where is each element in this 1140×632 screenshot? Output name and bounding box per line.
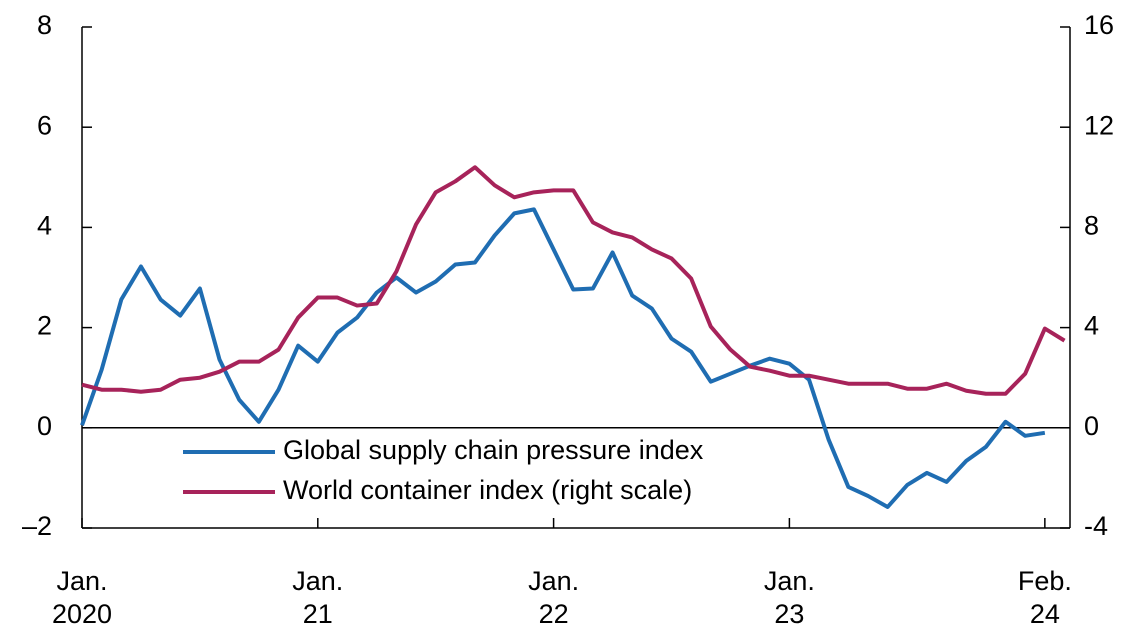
y2-tick-label: -4 bbox=[1084, 511, 1108, 541]
y-tick-label: 6 bbox=[37, 110, 52, 140]
series-line bbox=[81, 165, 1066, 396]
x-tick-label: Jan. bbox=[56, 566, 107, 596]
x-tick-label: Jan. bbox=[292, 566, 343, 596]
legend-label: Global supply chain pressure index bbox=[283, 435, 704, 465]
x-tick-label: Feb. bbox=[1018, 566, 1072, 596]
x-tick-label: 22 bbox=[539, 599, 569, 629]
y2-tick-label: 12 bbox=[1084, 110, 1114, 140]
y-tick-label: 0 bbox=[37, 411, 52, 441]
x-tick-label: 23 bbox=[774, 599, 804, 629]
y2-tick-label: 8 bbox=[1084, 211, 1099, 241]
series-line bbox=[80, 207, 1046, 509]
x-tick-label: 21 bbox=[303, 599, 333, 629]
y2-tick-label: 16 bbox=[1084, 10, 1114, 40]
y2-tick-label: 0 bbox=[1084, 411, 1099, 441]
x-tick-label: 2020 bbox=[52, 599, 112, 629]
x-tick-label: Jan. bbox=[764, 566, 815, 596]
y2-tick-label: 4 bbox=[1084, 311, 1099, 341]
legend-label: World container index (right scale) bbox=[283, 475, 692, 505]
x-tick-label: 24 bbox=[1030, 599, 1060, 629]
y-tick-label: 2 bbox=[37, 311, 52, 341]
x-tick-label: Jan. bbox=[528, 566, 579, 596]
y-tick-label: –2 bbox=[22, 511, 52, 541]
y-tick-label: 4 bbox=[37, 211, 52, 241]
y-tick-label: 8 bbox=[37, 10, 52, 40]
